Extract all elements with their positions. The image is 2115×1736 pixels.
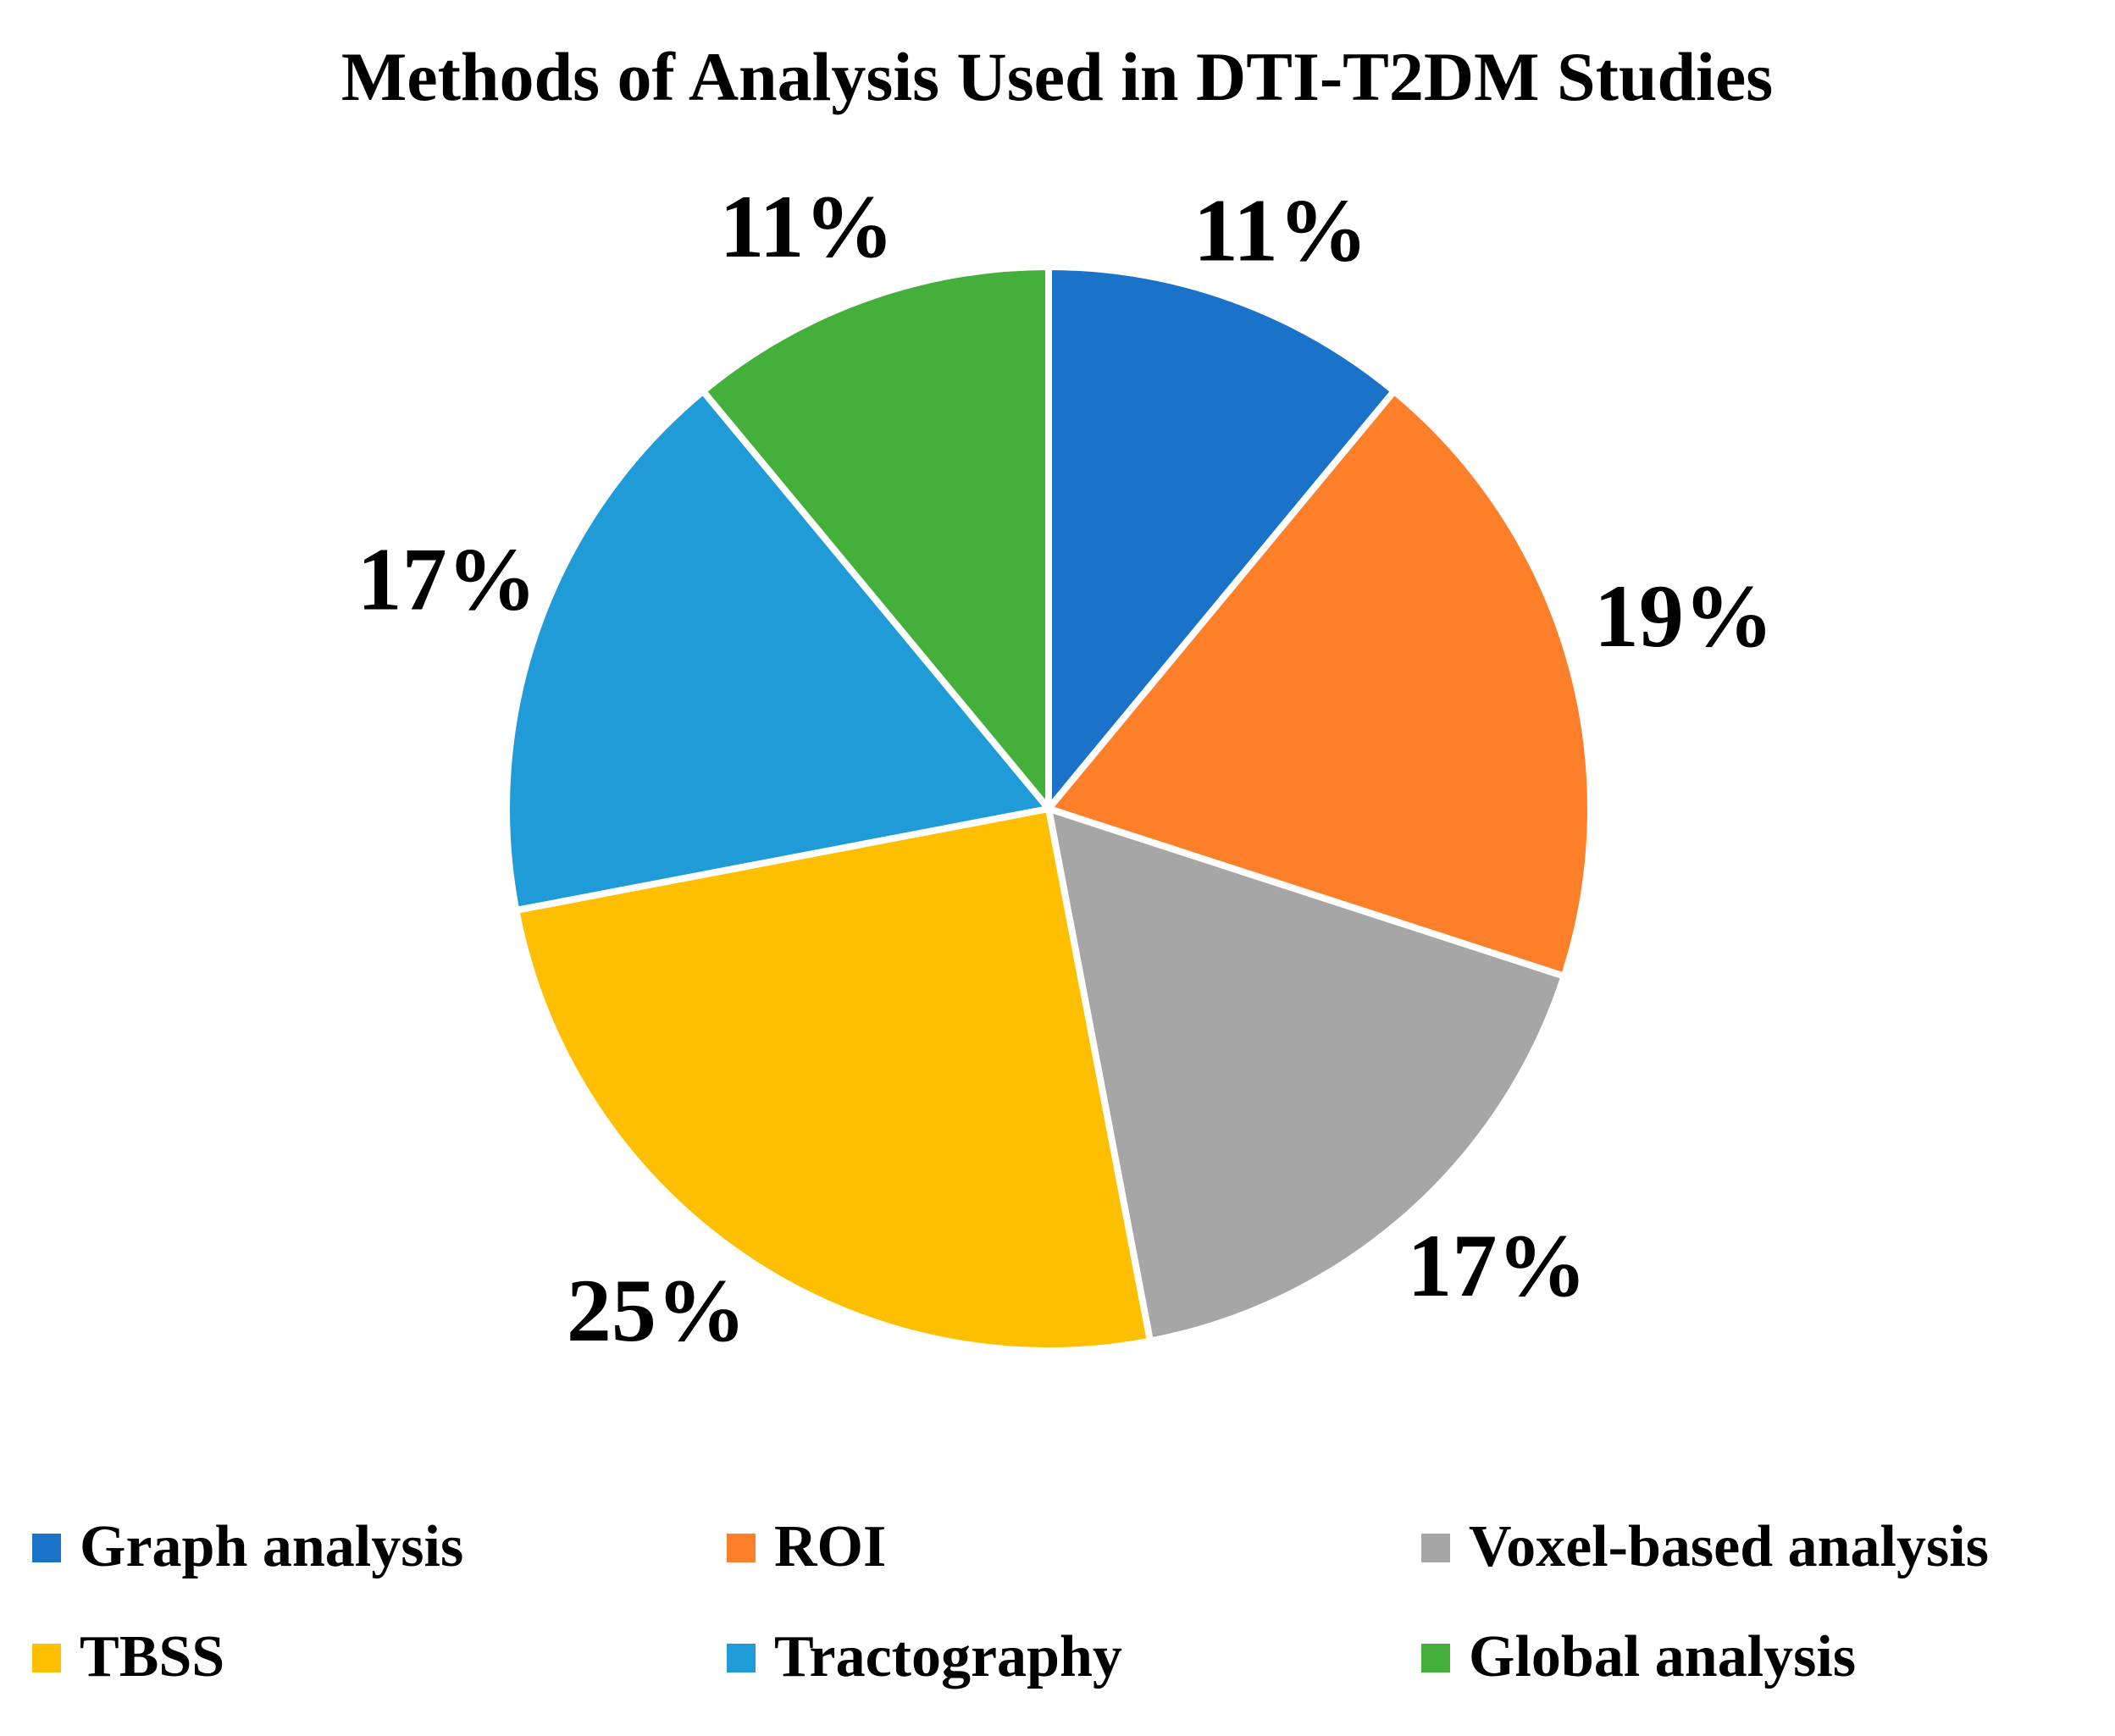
legend-item-tractography: Tractography [727, 1624, 1122, 1689]
pie-slice-graph-analysis [1045, 263, 1398, 812]
legend-swatch-tractography [727, 1644, 756, 1672]
pie-slice-voxel-based-analysis [1045, 805, 1568, 1345]
pie-data-labels: 11% 19% 17% 25% 17% 11% [357, 177, 1774, 1360]
legend-swatch-roi [727, 1534, 756, 1562]
data-label-tractography: 17% [357, 529, 537, 628]
legend-label-tbss: TBSS [80, 1624, 224, 1689]
legend-swatch-global-analysis [1421, 1644, 1450, 1672]
legend-swatch-voxel-based-analysis [1421, 1534, 1450, 1562]
legend-item-tbss: TBSS [32, 1624, 224, 1689]
legend: Graph analysis ROI Voxel-based analysis TBS… [32, 1514, 1989, 1689]
legend-item-voxel-based-analysis: Voxel-based analysis [1421, 1514, 1989, 1579]
legend-item-global-analysis: Global analysis [1421, 1624, 1856, 1689]
pie-slice-global-analysis [700, 263, 1052, 812]
data-label-roi: 19% [1594, 567, 1774, 666]
legend-label-voxel-based-analysis: Voxel-based analysis [1469, 1514, 1989, 1579]
legend-swatch-graph-analysis [32, 1534, 61, 1562]
pie-slice-tractography [503, 387, 1052, 914]
legend-swatch-tbss [32, 1644, 61, 1672]
legend-item-roi: ROI [727, 1514, 886, 1579]
chart-title: Methods of Analysis Used in DTI-T2DM Stu… [341, 38, 1773, 115]
pie-slices [503, 263, 1594, 1354]
pie-slice-roi [1045, 387, 1594, 980]
legend-label-roi: ROI [774, 1514, 886, 1579]
data-label-global-analysis: 11% [719, 177, 894, 276]
data-label-graph-analysis: 11% [1193, 181, 1368, 280]
legend-label-global-analysis: Global analysis [1469, 1624, 1856, 1689]
legend-label-graph-analysis: Graph analysis [80, 1514, 463, 1579]
pie-slice-tbss [512, 805, 1154, 1354]
data-label-tbss: 25% [567, 1261, 746, 1360]
legend-item-graph-analysis: Graph analysis [32, 1514, 463, 1579]
data-label-voxel-based-analysis: 17% [1407, 1216, 1586, 1315]
legend-label-tractography: Tractography [774, 1624, 1122, 1689]
